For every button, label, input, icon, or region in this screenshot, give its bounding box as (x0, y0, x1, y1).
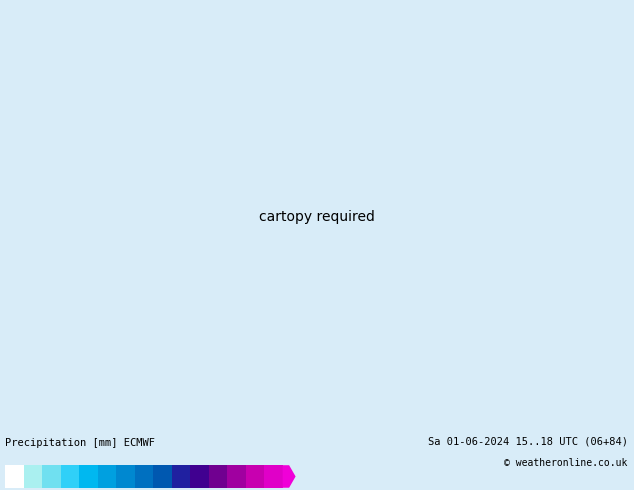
Bar (116, 465, 134, 488)
Text: Precipitation [mm] ECMWF: Precipitation [mm] ECMWF (5, 438, 155, 448)
Bar (264, 465, 283, 488)
Bar (42, 465, 61, 488)
Bar (190, 465, 209, 488)
Text: Sa 01-06-2024 15..18 UTC (06+84): Sa 01-06-2024 15..18 UTC (06+84) (428, 437, 628, 446)
FancyArrow shape (283, 465, 295, 488)
Bar (98, 465, 116, 488)
Text: cartopy required: cartopy required (259, 210, 375, 224)
Bar (153, 465, 172, 488)
Bar (134, 465, 153, 488)
Bar (245, 465, 264, 488)
Bar (79, 465, 98, 488)
Bar (172, 465, 190, 488)
Bar (23, 465, 42, 488)
Text: © weatheronline.co.uk: © weatheronline.co.uk (504, 458, 628, 468)
Bar (5, 465, 23, 488)
Bar (209, 465, 227, 488)
Bar (61, 465, 79, 488)
Bar (227, 465, 245, 488)
